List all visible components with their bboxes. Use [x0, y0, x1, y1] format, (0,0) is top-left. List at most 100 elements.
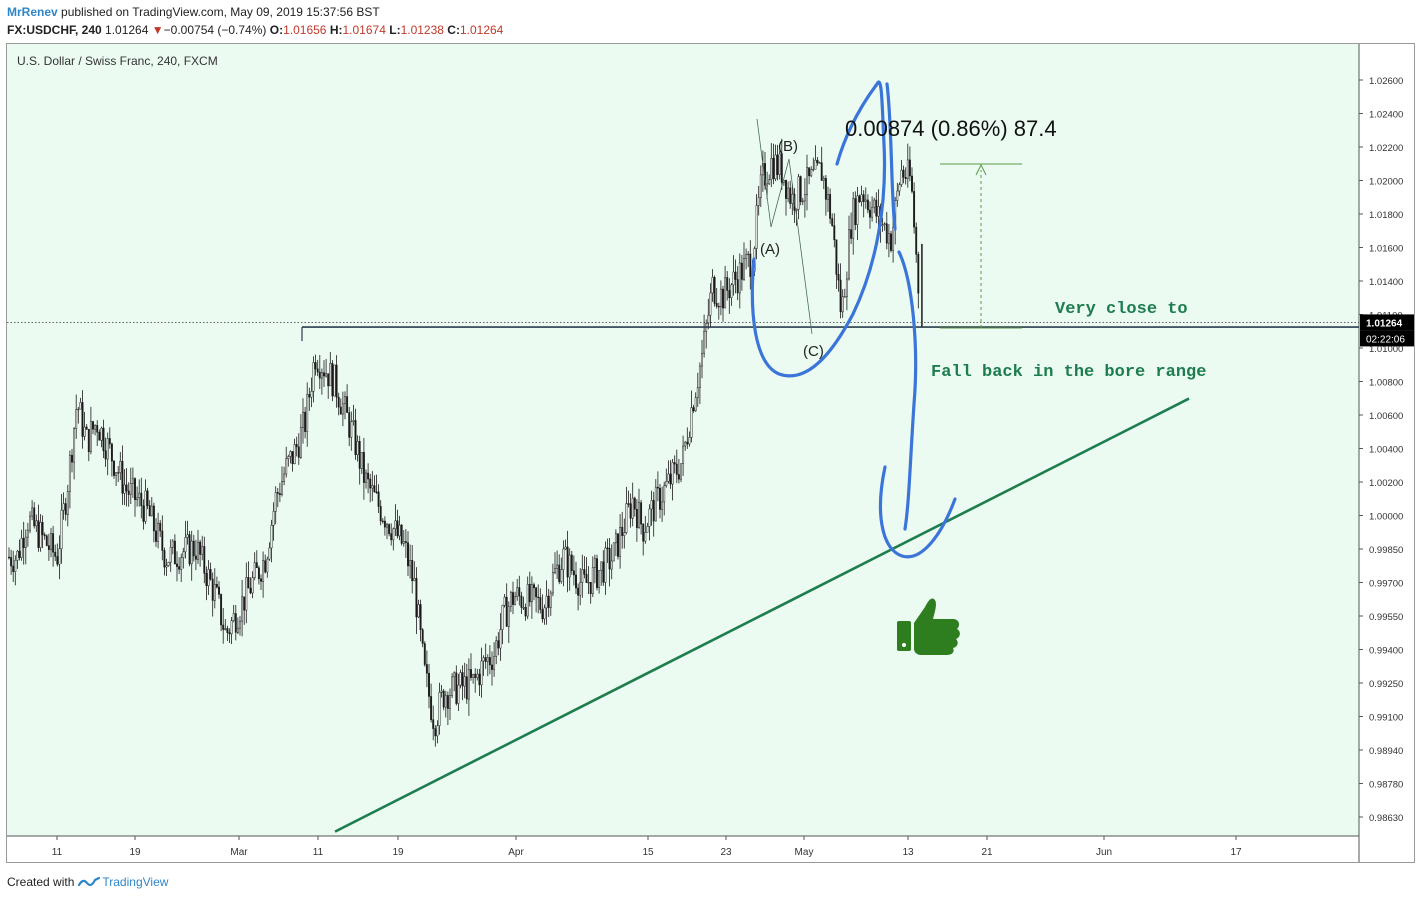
candle-body [856, 195, 859, 225]
candle-body [131, 478, 134, 484]
candle-body [47, 545, 50, 550]
time-tick-label: 21 [981, 847, 993, 858]
candle-body [360, 452, 363, 469]
candle-body [885, 223, 888, 244]
candle-body [461, 672, 464, 687]
price-axis-bg [1359, 44, 1414, 862]
price-chart[interactable]: U.S. Dollar / Swiss Franc, 240, FXCM 0.0… [7, 44, 1414, 862]
chart-frame[interactable]: U.S. Dollar / Swiss Franc, 240, FXCM 0.0… [6, 43, 1415, 863]
candle-body [224, 628, 227, 630]
candle-body [780, 153, 783, 183]
close-label: C: [447, 23, 460, 37]
candle-body [417, 604, 420, 618]
candle-body [207, 569, 210, 587]
candle-body [16, 550, 19, 561]
candle-body [785, 179, 787, 199]
candle-body [711, 277, 714, 294]
candle-body [182, 551, 185, 558]
candle-body [348, 412, 351, 438]
candle-body [902, 169, 905, 178]
candle-body [138, 492, 141, 499]
candle-body [680, 463, 682, 480]
candle-body [123, 484, 126, 494]
candle-body [121, 460, 124, 494]
candle-body [323, 372, 325, 377]
candle-body [127, 490, 130, 495]
candle-body [474, 673, 477, 679]
candle-body [568, 554, 571, 578]
candle-body [845, 278, 848, 297]
candle-body [136, 497, 139, 501]
hand-drawn-fall-path [897, 250, 918, 531]
candle-body [432, 719, 435, 729]
candle-body [45, 535, 48, 546]
candle-body [602, 561, 605, 583]
candle-body [276, 492, 279, 494]
candle-body [598, 570, 601, 588]
candle-body [77, 408, 80, 411]
candle-body [864, 199, 867, 202]
open-value: 1.01656 [283, 23, 327, 37]
candle-body [873, 199, 876, 208]
price-tick-label: 1.00000 [1369, 512, 1403, 523]
candle-body [497, 640, 500, 649]
candle-body [791, 193, 794, 204]
candle-body [113, 460, 115, 476]
candle-body [827, 194, 829, 200]
candle-body [837, 274, 840, 281]
candle-body [79, 402, 82, 410]
candle-body [115, 472, 118, 476]
candle-body [566, 546, 569, 578]
candle-body [312, 362, 315, 392]
candle-body [600, 561, 603, 571]
price-tick-label: 1.02600 [1369, 76, 1403, 87]
candle-body [734, 271, 737, 280]
candle-body [43, 534, 46, 537]
price-tick-label: 1.02000 [1369, 177, 1403, 188]
candle-body [383, 520, 386, 528]
candle-body [102, 427, 105, 452]
time-tick-label: 19 [392, 847, 404, 858]
candle-body [505, 596, 508, 627]
candle-body [499, 629, 502, 649]
candle-body [335, 364, 338, 398]
candle-body [533, 584, 535, 589]
candle-body [41, 522, 44, 536]
candle-body [24, 536, 27, 549]
candle-body [430, 696, 433, 720]
candle-body [390, 533, 393, 541]
candle-body [887, 233, 890, 244]
candle-body [703, 331, 706, 354]
high-value: 1.01674 [342, 23, 386, 37]
time-axis[interactable]: 11 19 Mar 11 19 Apr 15 23 May 13 21 Jun 17 [52, 836, 1242, 858]
candle-body [484, 657, 487, 662]
tradingview-brand-link[interactable]: TradingView [102, 875, 169, 889]
candle-body [31, 507, 34, 517]
candle-body [860, 194, 863, 203]
candle-body [757, 197, 760, 206]
publisher-name[interactable]: MrRenev [7, 5, 58, 19]
candle-body [388, 524, 391, 534]
candle-body [818, 162, 821, 164]
candle-body [738, 262, 741, 294]
support-trendline[interactable] [334, 397, 1190, 833]
candle-body [862, 194, 865, 202]
candle-body [442, 690, 445, 708]
candle-body [472, 673, 475, 678]
candle-body [648, 508, 651, 527]
candle-body [491, 664, 493, 670]
price-axis[interactable]: 1.02600 1.02400 1.02200 1.02000 1.01800 1.016… [1359, 76, 1414, 824]
candle-body [220, 594, 223, 626]
candle-body [337, 396, 340, 408]
candle-body [327, 373, 330, 387]
candle-body [701, 352, 703, 367]
price-tick-label: 0.99700 [1369, 579, 1403, 590]
candle-body [81, 402, 84, 437]
candle-body [106, 438, 109, 460]
candle-body [94, 425, 97, 430]
candle-body [39, 522, 42, 548]
candle-body [283, 473, 286, 482]
candle-body [629, 503, 632, 519]
candle-body [810, 169, 813, 177]
low-label: L: [389, 23, 401, 37]
